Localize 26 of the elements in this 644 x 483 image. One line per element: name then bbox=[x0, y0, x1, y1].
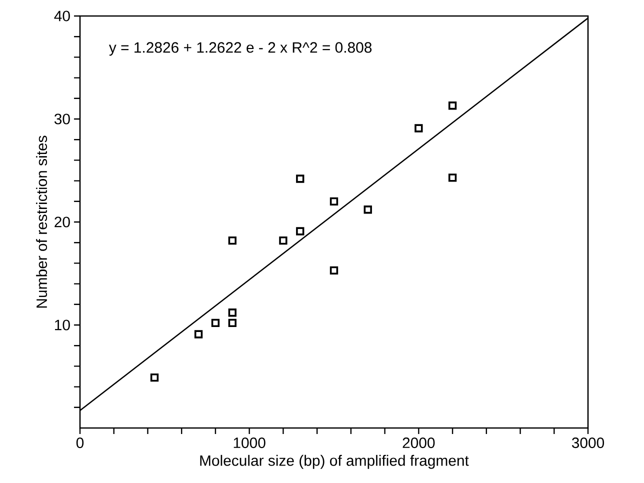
point bbox=[150, 373, 159, 382]
point bbox=[228, 236, 236, 245]
x-tick-label: 2000 bbox=[402, 437, 435, 448]
y-tick-label: 30 bbox=[54, 114, 70, 124]
point bbox=[330, 266, 338, 274]
point bbox=[330, 197, 338, 206]
y-axis-title: Number of restriction sites bbox=[36, 136, 48, 308]
y-tick-label: 10 bbox=[55, 320, 70, 330]
point bbox=[414, 124, 423, 132]
y-tick-label: 40 bbox=[54, 10, 70, 22]
point bbox=[296, 174, 304, 183]
x-tick-label: 3000 bbox=[572, 437, 604, 448]
point bbox=[448, 102, 457, 110]
point bbox=[211, 318, 220, 328]
point bbox=[194, 330, 203, 338]
x-tick-label: 1000 bbox=[234, 437, 266, 448]
y-tick-label: 20 bbox=[54, 216, 70, 228]
point bbox=[228, 308, 236, 317]
annotation: y = 1.2826 + 1.2622 e - 2 x R^2 = 0.808 bbox=[108, 42, 372, 56]
point bbox=[364, 206, 372, 214]
point bbox=[228, 318, 236, 328]
x-axis-title: Molecular size (bp) of amplified fragment bbox=[200, 454, 469, 469]
point bbox=[279, 236, 288, 245]
x-tick-label: 0 bbox=[76, 437, 84, 448]
point bbox=[448, 174, 457, 182]
point bbox=[296, 227, 304, 236]
